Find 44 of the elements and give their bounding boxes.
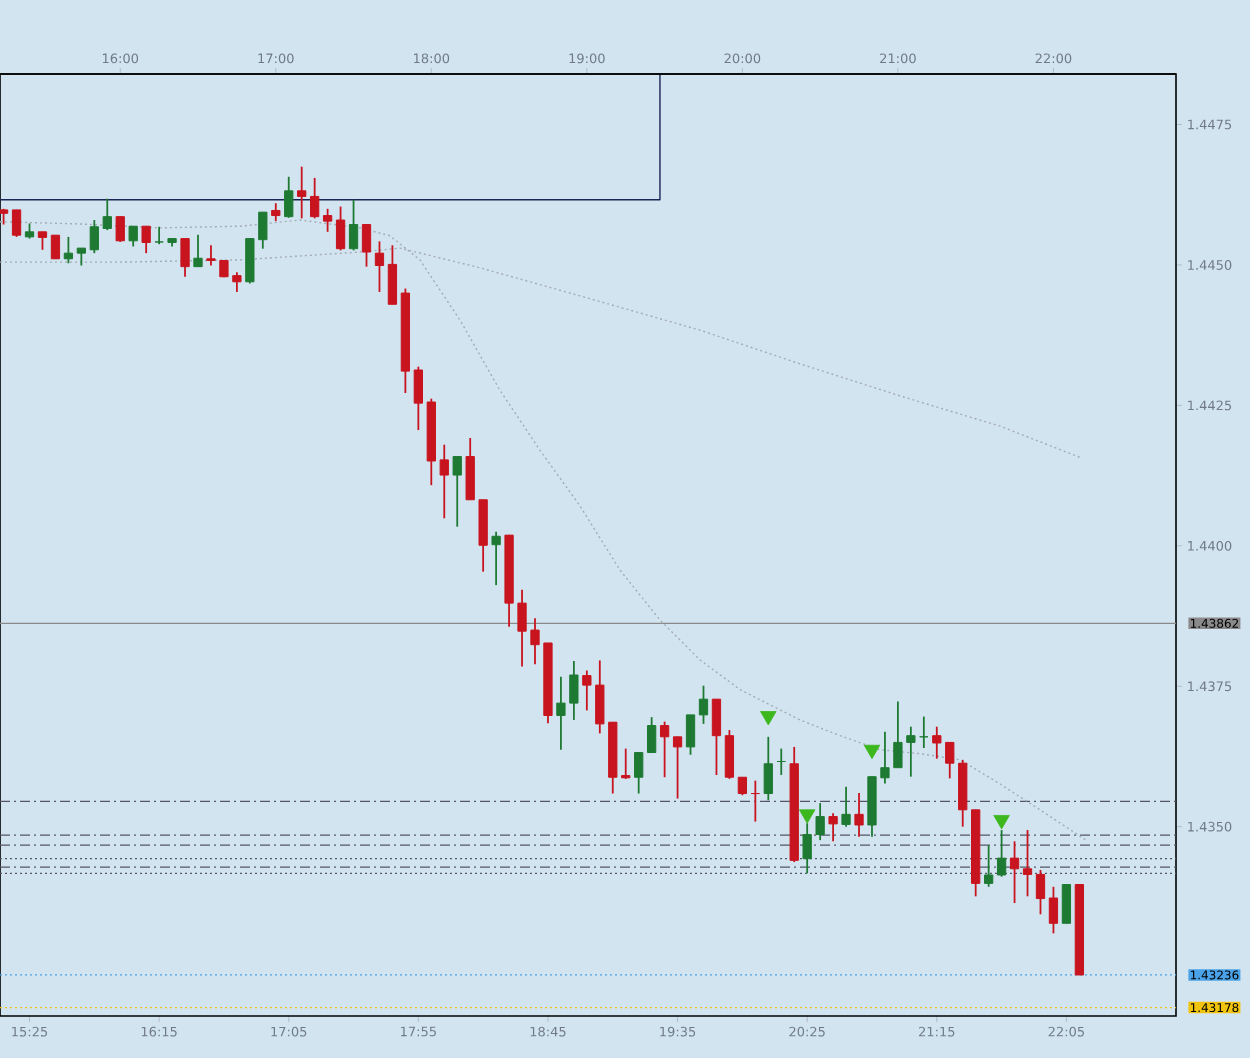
candlestick xyxy=(141,225,151,255)
candlestick xyxy=(297,165,307,220)
candlestick xyxy=(452,455,462,528)
point xyxy=(760,711,777,726)
candlestick xyxy=(310,176,320,220)
candlestick xyxy=(841,785,851,828)
candlestick xyxy=(659,720,670,779)
candlestick xyxy=(1048,885,1059,935)
candlestick xyxy=(322,207,333,233)
candlestick xyxy=(374,240,385,293)
candlestick xyxy=(335,205,346,252)
candlestick xyxy=(11,209,22,238)
point xyxy=(863,744,881,760)
candlestick xyxy=(387,244,398,306)
candlestick xyxy=(284,175,294,219)
candlestick xyxy=(983,844,994,888)
candlestick xyxy=(763,735,773,802)
candlestick xyxy=(854,792,864,838)
candlestick xyxy=(63,235,74,265)
point xyxy=(993,815,1010,830)
candlestick xyxy=(50,234,61,260)
candlestick xyxy=(724,729,735,780)
point xyxy=(798,809,816,824)
candlestick xyxy=(361,223,372,268)
candlestick xyxy=(1061,883,1072,925)
candlestick xyxy=(698,684,709,725)
candlestick xyxy=(647,716,657,754)
candlestick xyxy=(685,713,696,756)
candlestick xyxy=(115,215,125,243)
candlestick xyxy=(711,698,722,776)
candlestick xyxy=(996,829,1007,878)
candlestick xyxy=(1022,829,1033,898)
candlestick xyxy=(193,233,203,268)
candlestick xyxy=(180,237,190,278)
candlestick xyxy=(348,198,359,252)
candlestick xyxy=(1009,840,1020,904)
candlestick xyxy=(1035,869,1046,916)
candlestick xyxy=(828,812,838,843)
candlestick xyxy=(634,751,644,795)
candlestick xyxy=(491,530,501,587)
candlestick xyxy=(672,735,683,800)
candlestick xyxy=(413,365,423,431)
candlestick xyxy=(154,225,164,246)
candlestick xyxy=(128,225,138,248)
